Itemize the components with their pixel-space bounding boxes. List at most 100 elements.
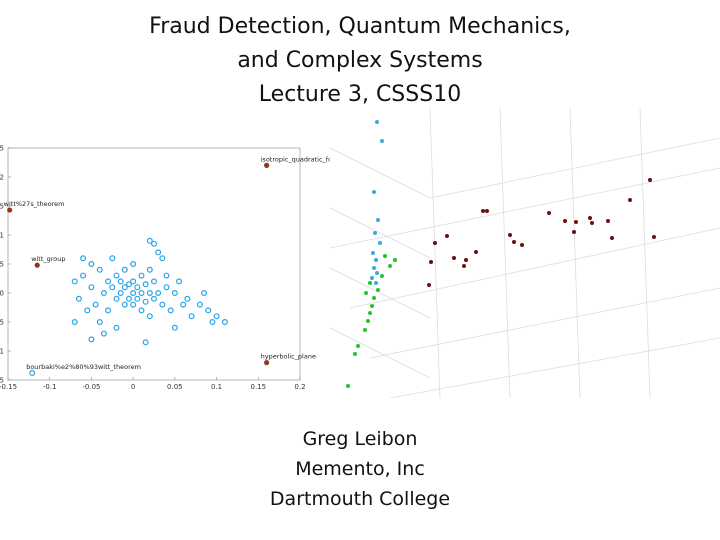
point (121, 284, 128, 291)
point (113, 272, 120, 279)
x-tick-label: 0.2 (294, 383, 305, 391)
point (88, 336, 95, 343)
point (151, 295, 158, 302)
point (96, 319, 103, 326)
point (130, 290, 137, 297)
point (146, 237, 153, 244)
point (205, 307, 212, 314)
red-points (427, 178, 656, 287)
point (138, 272, 145, 279)
point (84, 307, 91, 314)
author-line: Greg Leibon (302, 428, 418, 450)
point (113, 324, 120, 331)
point (155, 249, 162, 256)
point (34, 262, 40, 268)
x-tick-label: -0.05 (82, 383, 100, 391)
y-tick-label: 0.2 (0, 174, 4, 182)
point (151, 240, 158, 247)
point (80, 255, 87, 262)
point (100, 330, 107, 337)
point (109, 284, 116, 291)
point (221, 319, 228, 326)
point-label: hyperbolic_plane (261, 353, 316, 361)
point (155, 290, 162, 297)
point (130, 301, 137, 308)
3d-scatter-image (330, 108, 720, 398)
point (130, 261, 137, 268)
point (163, 284, 170, 291)
point (109, 255, 116, 262)
point (117, 290, 124, 297)
point (209, 319, 216, 326)
point (117, 278, 124, 285)
point (264, 360, 270, 366)
scatter-chart: -0.15 -0.1 -0.05 0 0.05 0.1 0.15 0.2 -0.15 -0.1 -0… (0, 145, 330, 392)
point (130, 278, 137, 285)
point (75, 295, 82, 302)
y-tick-label: -0.1 (0, 348, 4, 356)
point (151, 278, 158, 285)
x-tick-label: 0.15 (250, 383, 266, 391)
point (96, 266, 103, 273)
point (167, 307, 174, 314)
point (180, 301, 187, 308)
point-label: witt_group (31, 255, 65, 263)
point-label: witt%27s_theorem (4, 200, 65, 208)
author-line: Memento, Inc (295, 458, 425, 480)
point (146, 266, 153, 273)
x-tick-label: 0.05 (167, 383, 183, 391)
point (125, 281, 132, 288)
y-tick-label: 0 (0, 290, 4, 298)
point (201, 290, 208, 297)
y-tick-label: -0.05 (0, 319, 4, 327)
point (134, 284, 141, 291)
x-tick-label: 0.1 (211, 383, 222, 391)
x-tick-label: -0.1 (43, 383, 57, 391)
point (171, 290, 178, 297)
point (105, 307, 112, 314)
point (71, 278, 78, 285)
point (71, 319, 78, 326)
point (159, 255, 166, 262)
point (138, 290, 145, 297)
y-tick-label: 0.15 (0, 203, 4, 211)
point (88, 284, 95, 291)
point (113, 295, 120, 302)
green-points (346, 254, 397, 388)
point (159, 301, 166, 308)
point (188, 313, 195, 320)
point-label: isotropic_quadratic_form (261, 155, 330, 163)
title-line: Fraud Detection, Quantum Mechanics, (149, 14, 571, 39)
point (163, 272, 170, 279)
point (92, 301, 99, 308)
point (125, 295, 132, 302)
point (146, 290, 153, 297)
point (88, 261, 95, 268)
point (213, 313, 220, 320)
blue-points (370, 120, 384, 285)
point (171, 324, 178, 331)
point (29, 370, 36, 377)
title-line: and Complex Systems (237, 48, 483, 73)
point (7, 207, 13, 213)
point (142, 339, 149, 346)
author-line: Dartmouth College (269, 488, 451, 510)
point (146, 313, 153, 320)
point (196, 301, 203, 308)
point-label: bourbaki%e2%80%93witt_theorem (26, 363, 141, 371)
point (176, 278, 183, 285)
3d-grid (330, 108, 720, 398)
y-tick-label: 0.25 (0, 145, 4, 153)
point (142, 281, 149, 288)
y-tick-label: 0.05 (0, 261, 4, 269)
point (105, 278, 112, 285)
title-line: Lecture 3, CSSS10 (258, 82, 462, 107)
point (134, 295, 141, 302)
point (121, 266, 128, 273)
point (184, 295, 191, 302)
point (121, 301, 128, 308)
point (80, 272, 87, 279)
x-tick-label: 0 (131, 383, 135, 391)
point (138, 307, 145, 314)
